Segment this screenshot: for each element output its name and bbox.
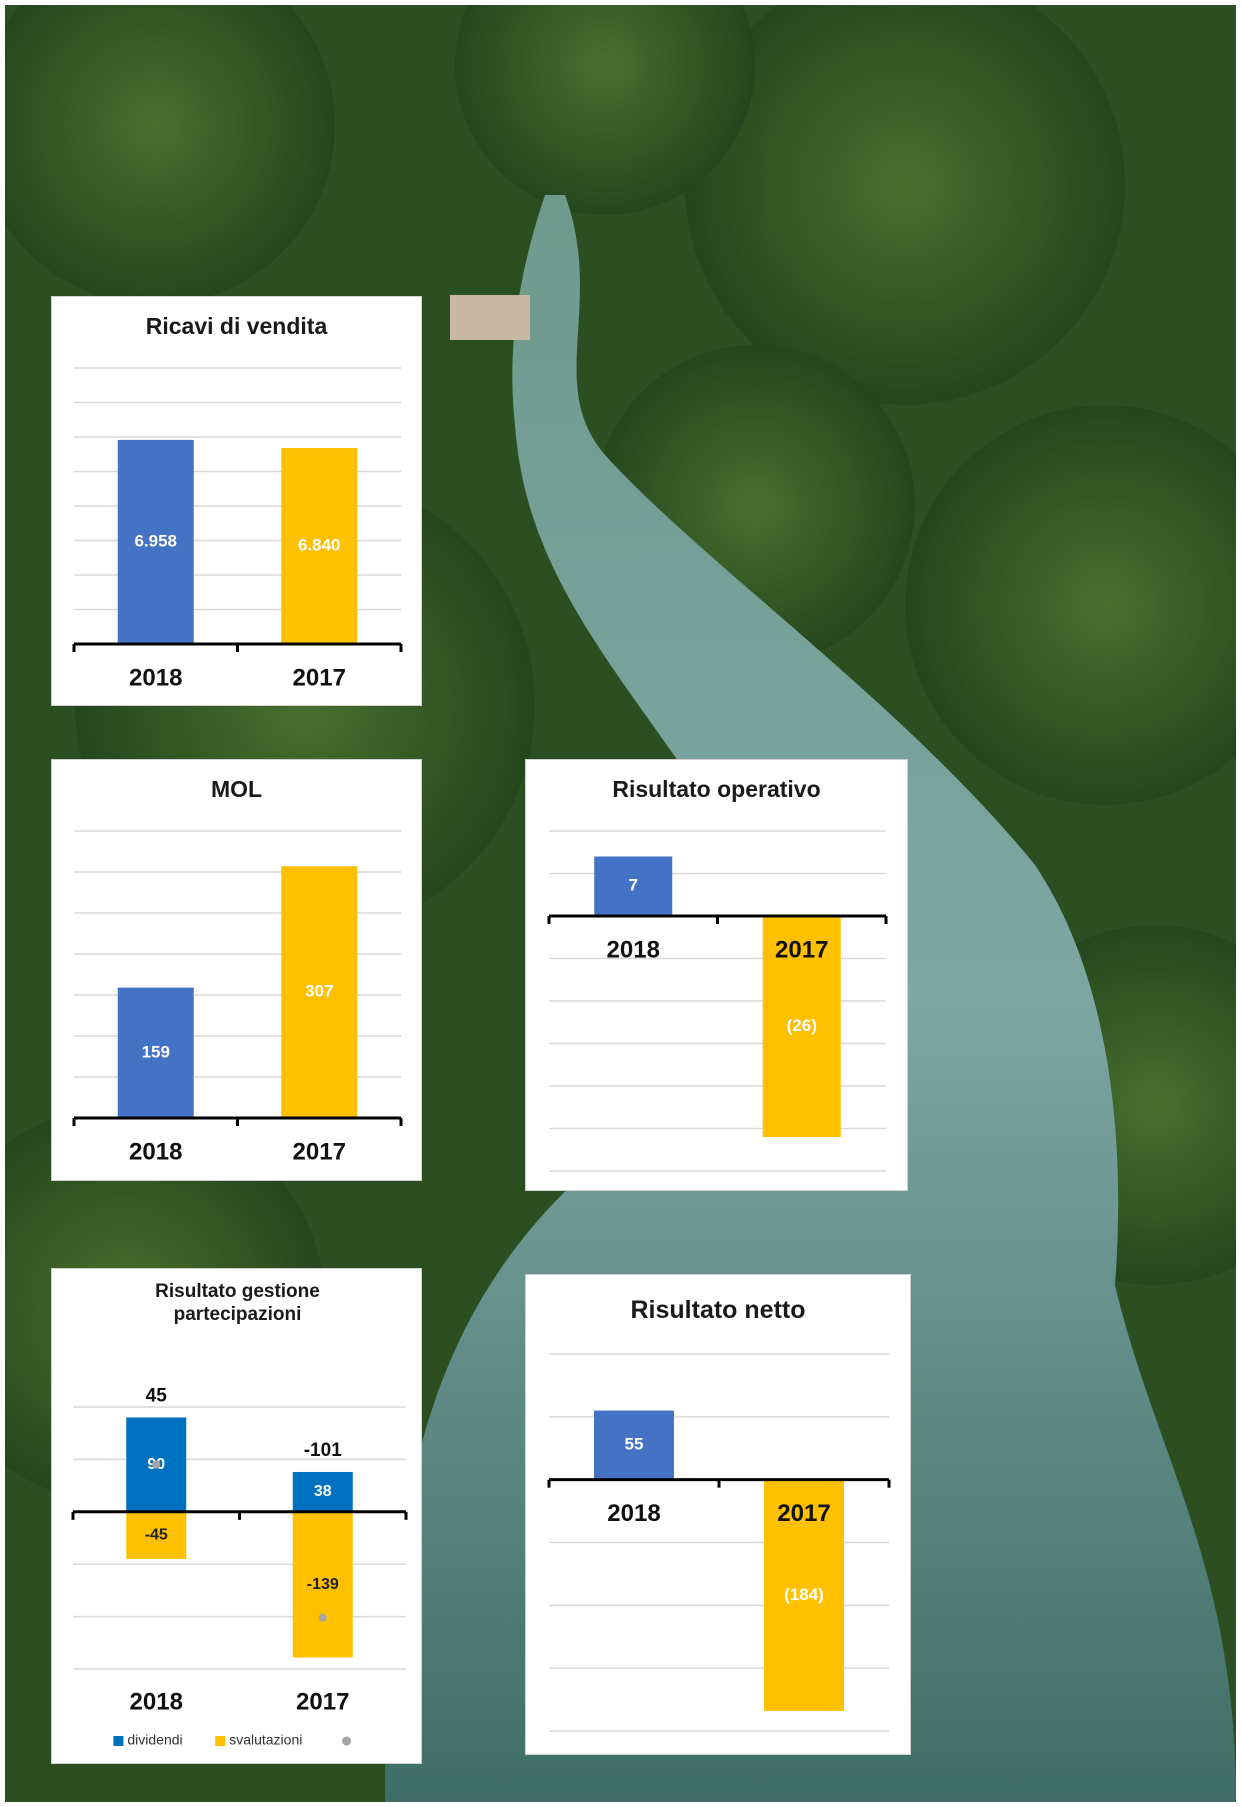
chart-title: Risultato gestione partecipazioni (155, 1281, 320, 1325)
bar (594, 856, 673, 916)
legend-label: svalutazioni (229, 1732, 302, 1748)
bar (594, 1410, 674, 1480)
legend-label: dividendi (127, 1732, 182, 1748)
data-label: -45 (145, 1527, 168, 1544)
chart-panel: Ricavi di vendita 6.958 6.840 2018 2017 (51, 296, 422, 706)
data-label: -139 (307, 1576, 339, 1593)
chart-panel: Risultato netto 55 (184) 2018 2017 (525, 1274, 911, 1755)
data-label: 159 (142, 1042, 170, 1061)
x-tick-label: 2018 (130, 1688, 183, 1715)
x-tick-label: 2018 (607, 1500, 660, 1527)
chart-title: Risultato netto (630, 1296, 806, 1324)
bar (117, 987, 194, 1118)
total-marker (318, 1613, 327, 1622)
chart-panel: Risultato gestione partecipazioni90-4545… (51, 1268, 422, 1764)
building (450, 295, 530, 340)
data-label: (184) (784, 1585, 824, 1604)
total-label: -101 (304, 1440, 342, 1461)
bar (281, 448, 358, 644)
total-label: 45 (146, 1385, 168, 1406)
bar (117, 439, 194, 644)
data-label: 7 (629, 876, 638, 895)
chart: 6.958 6.840 2018 2017 (72, 367, 403, 691)
x-tick-label: 2018 (607, 936, 660, 963)
bar (764, 1479, 844, 1711)
chart-panel: MOL 159 307 2018 2017 (51, 759, 422, 1181)
bar-segment (126, 1511, 187, 1559)
chart-panel: Risultato operativo 7 (26) 2018 2017 (525, 759, 908, 1191)
bar (281, 866, 358, 1118)
x-tick-label: 2017 (775, 936, 828, 963)
x-tick-label: 2018 (129, 1138, 182, 1165)
x-tick-label: 2018 (129, 664, 182, 691)
data-label: 38 (314, 1483, 332, 1500)
data-label: 55 (625, 1435, 644, 1454)
data-label: 6.958 (134, 531, 177, 550)
data-label: 307 (305, 982, 333, 1001)
chart-title: Ricavi di vendita (145, 313, 328, 339)
bar-segment (292, 1511, 353, 1658)
chart: 7 (26) 2018 2017 (547, 830, 888, 1172)
legend-marker (342, 1736, 352, 1746)
data-label: 6.840 (298, 536, 341, 555)
chart: 55 (184) 2018 2017 (547, 1353, 891, 1732)
chart-title: Risultato operativo (612, 776, 821, 802)
data-label: (26) (787, 1016, 817, 1035)
legend-marker (113, 1736, 124, 1746)
total-marker (152, 1460, 161, 1469)
bar (762, 916, 841, 1137)
legend-marker (215, 1736, 226, 1746)
x-tick-label: 2017 (296, 1688, 349, 1715)
chart: 159 307 2018 2017 (72, 830, 403, 1165)
x-tick-label: 2017 (293, 1138, 346, 1165)
x-tick-label: 2017 (777, 1500, 830, 1527)
x-tick-label: 2017 (293, 664, 346, 691)
chart: 90-454538-139-10120182017dividendisvalut… (71, 1385, 408, 1748)
chart-title: MOL (210, 776, 263, 802)
bar-segment (292, 1471, 353, 1512)
